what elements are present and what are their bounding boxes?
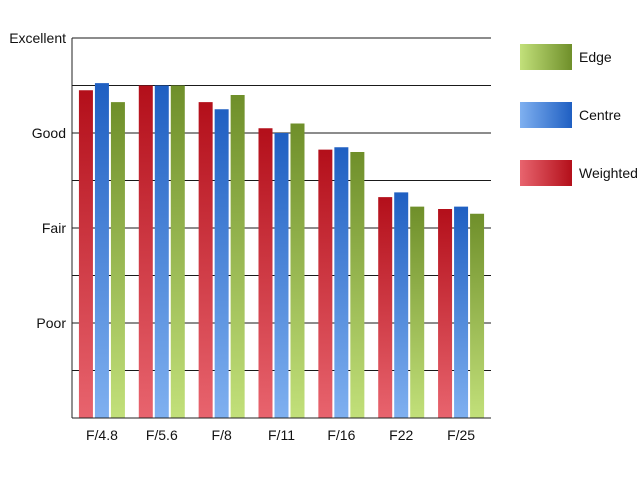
legend-item-weighted: Weighted <box>520 160 638 186</box>
bar-centre-f-8 <box>214 109 229 418</box>
x-tick-label-f-25: F/25 <box>447 427 475 443</box>
bar-centre-f-4-8 <box>94 83 109 418</box>
bar-centre-f-5-6 <box>154 85 169 418</box>
bar-centre-f-11 <box>274 133 289 418</box>
y-tick-label-good: Good <box>32 125 66 141</box>
legend-label-weighted: Weighted <box>579 165 638 181</box>
legend-label-centre: Centre <box>579 107 621 123</box>
legend-item-centre: Centre <box>520 102 621 128</box>
bar-edge-f-8 <box>230 95 245 418</box>
bar-weighted-f-11 <box>258 128 273 418</box>
bar-edge-f22 <box>410 206 425 418</box>
x-tick-label-f-8: F/8 <box>212 427 232 443</box>
bar-weighted-f-5-6 <box>138 85 153 418</box>
axes <box>71 38 491 419</box>
bars <box>78 83 485 418</box>
bar-edge-f-5-6 <box>170 85 185 418</box>
x-tick-label-f-11: F/11 <box>268 427 295 443</box>
y-tick-label-fair: Fair <box>42 220 66 236</box>
bar-edge-f-4-8 <box>110 102 125 418</box>
x-tick-label-f-16: F/16 <box>327 427 355 443</box>
y-tick-label-poor: Poor <box>36 315 66 331</box>
bar-weighted-f-8 <box>198 102 213 418</box>
bar-weighted-f-25 <box>438 209 453 418</box>
legend-swatch-weighted <box>520 160 572 186</box>
bar-edge-f-25 <box>470 213 485 418</box>
legend-label-edge: Edge <box>579 49 612 65</box>
bar-weighted-f22 <box>378 197 393 418</box>
x-tick-label-f-5-6: F/5.6 <box>146 427 178 443</box>
y-tick-label-excellent: Excellent <box>9 30 66 46</box>
bar-centre-f-25 <box>454 206 469 418</box>
bar-centre-f-16 <box>334 147 349 418</box>
bar-weighted-f-16 <box>318 149 333 418</box>
x-tick-label-f-4-8: F/4.8 <box>86 427 118 443</box>
legend-swatch-edge <box>520 44 572 70</box>
legend: Edge Centre Weighted <box>520 44 638 186</box>
bar-edge-f-11 <box>290 123 305 418</box>
legend-item-edge: Edge <box>520 44 612 70</box>
bar-weighted-f-4-8 <box>78 90 93 418</box>
legend-swatch-centre <box>520 102 572 128</box>
bar-centre-f22 <box>394 192 409 418</box>
x-tick-labels: F/4.8 F/5.6 F/8 F/11 F/16 F22 F/25 <box>86 427 475 443</box>
y-tick-labels: Poor Fair Good Excellent <box>9 30 66 331</box>
bar-edge-f-16 <box>350 152 365 418</box>
x-tick-label-f22: F22 <box>389 427 413 443</box>
